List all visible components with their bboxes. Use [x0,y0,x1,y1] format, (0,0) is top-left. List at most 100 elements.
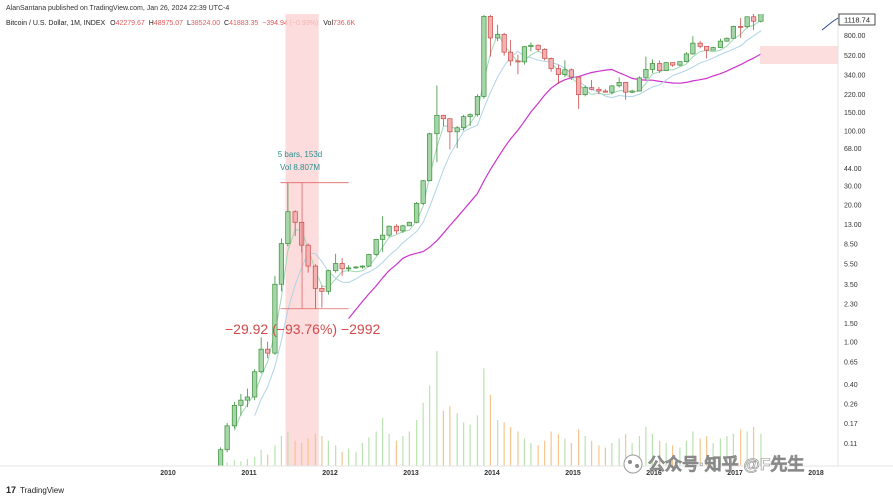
volume-bar [570,443,572,466]
price-tick-label: 0.17 [844,421,858,428]
volume-bar [578,429,580,466]
volume-bar [233,460,236,466]
volume-bar [659,440,661,466]
watermark-text: 公众号·知乎 @F先生 [648,454,804,474]
volume-bar [402,436,404,466]
volume-bar [301,443,303,466]
candle [663,61,669,72]
candle [319,285,325,308]
volume-bar [280,436,282,466]
low-label: L [187,20,191,27]
volume-bar [679,447,681,466]
volume-bar [436,351,438,466]
open-label: O [110,20,116,27]
wechat-icon [623,454,643,474]
volume-bar [760,433,762,466]
candle [292,210,298,237]
candle [548,57,554,72]
price-tick-label: 20.00 [844,202,862,209]
volume-bar [631,443,633,466]
tv-mark-icon: 17 [6,485,16,495]
candle [542,48,548,61]
close-value: 41883.35 [229,20,258,27]
volume-bar [746,431,748,466]
candle [683,52,689,63]
price-tick-label: 150.00 [844,110,866,117]
candle [657,60,663,73]
volume-bar [307,438,309,466]
volume-bar [598,445,600,466]
volume-bar [726,436,728,466]
candle [440,114,446,127]
candle [643,56,649,81]
candle [589,80,595,91]
volume-bar [254,456,256,466]
watermark: 公众号·知乎 @F先生 [623,454,805,474]
candle [305,243,311,273]
candle [278,238,284,292]
volume-bar [699,438,701,466]
candle [623,82,629,100]
volume-bar [294,440,296,466]
volume-bar [408,431,410,466]
price-flag-line [821,17,839,31]
candle [339,258,345,276]
volume-bar [388,433,390,466]
candle [481,14,487,99]
price-tick-label: 68.00 [844,146,862,153]
candle [568,68,574,81]
candle [629,89,635,94]
candle [704,45,710,59]
candle [495,24,501,42]
candle [393,224,399,234]
candle [528,42,534,52]
volume-bar [517,431,519,466]
time-tick-label: 2011 [241,470,256,477]
candle [508,39,514,66]
candle [218,447,224,466]
volume-bar [267,454,269,466]
volume-bar [672,445,674,466]
volume-bar [692,431,694,466]
price-tick-label: 340.00 [844,72,866,79]
volume-bar [463,422,465,466]
volume-bar [246,459,248,466]
time-tick-label: 2018 [808,470,824,477]
candle [272,275,278,355]
candle [244,388,250,408]
price-tick-label: 0.11 [844,441,857,448]
candle [258,337,264,374]
volume-bar [510,426,512,466]
volume-bar [611,443,613,466]
future-range-band [760,46,838,64]
volume-bar [355,452,357,466]
volume-bar [489,394,491,466]
candle [265,341,271,359]
price-tick-label: 0.65 [844,359,858,366]
measure-tool[interactable] [280,182,349,310]
candle [406,221,412,227]
volume-bars [220,351,762,466]
volume-bar [348,448,350,466]
volume-bar [422,402,424,466]
candle [474,94,480,117]
publisher-line: AlanSantana published on TradingView.com… [6,5,229,12]
candle [353,266,359,269]
low-value: 38524.00 [191,20,220,27]
time-tick-label: 2017 [727,470,743,477]
volume-bar [645,426,647,466]
measure-change-label: −29.92 (−93.76%) −2992 [225,321,381,337]
volume-bar [651,433,653,466]
candle [359,265,365,269]
volume-bar [497,420,499,466]
candle [467,113,473,127]
time-tick-label: 2013 [403,470,419,477]
volume-bar [226,462,228,466]
candle [724,37,730,42]
time-tick-label: 2012 [322,470,338,477]
vol-value: 736.6K [333,20,356,27]
time-tick-label: 2014 [484,470,500,477]
candle [224,423,230,453]
